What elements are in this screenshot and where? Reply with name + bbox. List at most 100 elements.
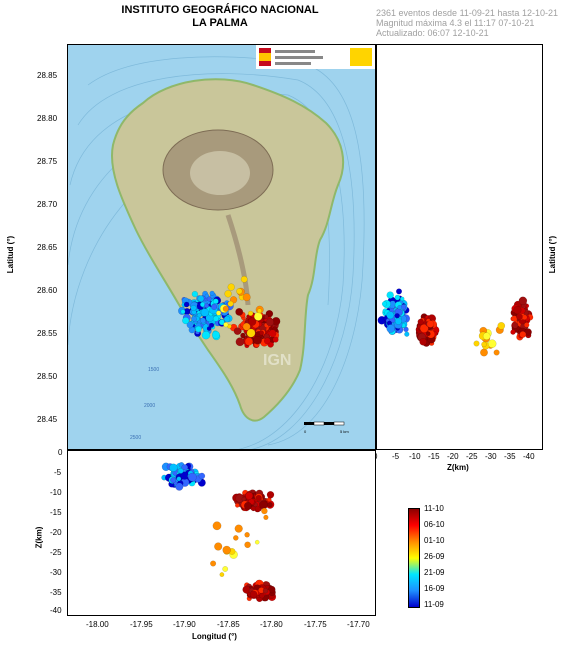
late-event-marker <box>417 318 424 325</box>
late-event-marker <box>510 329 516 335</box>
mid-event-marker <box>261 507 268 515</box>
late-event-marker <box>242 585 251 594</box>
early-event-marker <box>218 319 225 326</box>
early-event-marker <box>176 476 182 482</box>
early-event-marker <box>183 301 190 308</box>
mid-event-marker <box>244 532 250 538</box>
depth-latitude-canvas <box>377 288 534 357</box>
lat-tick: 28.80 <box>37 114 58 123</box>
early-event-marker <box>204 293 210 299</box>
mid-event-marker <box>236 288 243 295</box>
mid-event-marker <box>493 349 500 356</box>
early-event-marker <box>223 315 231 323</box>
late-event-marker <box>235 503 240 508</box>
mid-event-marker <box>242 293 251 302</box>
z-tick: -40 <box>523 452 535 461</box>
early-event-marker <box>204 303 210 309</box>
bathy-label-2500: 2500 <box>130 435 141 441</box>
z-tick: -25 <box>466 452 478 461</box>
mid-event-marker <box>482 332 491 340</box>
scale-bar: 0 5 km <box>304 421 349 434</box>
late-event-marker <box>259 500 268 510</box>
late-event-marker <box>267 502 273 508</box>
map-canvas: 1500 2000 2500 IGN 0 5 km <box>68 45 375 449</box>
lon-tick: -17.70 <box>347 620 370 629</box>
late-event-marker <box>426 320 435 328</box>
lon-tick: -17.75 <box>304 620 327 629</box>
z-tick: -40 <box>50 606 62 615</box>
bathy-label-1500: 1500 <box>148 367 159 373</box>
epicenter-map: 1500 2000 2500 IGN 0 5 km <box>67 44 376 450</box>
mid-event-marker <box>487 339 497 348</box>
late-event-marker <box>263 337 271 345</box>
mid-event-marker <box>233 535 239 541</box>
early-event-marker <box>206 296 212 302</box>
legend-date: 06-10 <box>424 520 445 529</box>
early-event-marker <box>175 482 184 491</box>
late-event-marker <box>419 338 427 346</box>
legend-date: 11-09 <box>424 600 444 609</box>
late-event-marker <box>268 585 276 594</box>
lon-depth-event-cluster <box>161 462 277 603</box>
late-event-marker <box>244 337 253 346</box>
z-tick: -10 <box>50 488 62 497</box>
z-tick: -5 <box>392 452 400 461</box>
early-event-marker <box>209 322 215 328</box>
mid-event-marker <box>227 283 235 291</box>
early-event-marker <box>170 477 177 484</box>
mid-event-marker <box>222 305 229 312</box>
early-event-marker <box>178 468 184 474</box>
z-tick: -30 <box>50 568 62 577</box>
late-event-marker <box>248 317 257 326</box>
late-event-marker <box>524 322 530 328</box>
late-event-marker <box>521 314 528 320</box>
lat-tick: 28.75 <box>37 157 58 166</box>
early-event-marker <box>182 317 190 325</box>
map-ylabel: Latitud (°) <box>6 235 16 274</box>
late-event-marker <box>235 337 245 347</box>
z-tick: -35 <box>50 588 62 597</box>
early-event-marker <box>180 309 186 315</box>
early-event-marker <box>197 295 205 302</box>
early-event-marker <box>200 308 209 317</box>
late-event-marker <box>262 588 269 594</box>
late-event-marker <box>249 590 258 598</box>
scale-label-5km: 5 km <box>340 429 349 434</box>
early-event-marker <box>190 305 197 311</box>
mid-event-marker <box>214 542 223 551</box>
early-event-marker <box>201 331 211 340</box>
early-event-marker <box>211 304 218 310</box>
caldera-floor <box>190 151 250 195</box>
legend-date: 16-09 <box>424 584 445 593</box>
mid-event-marker <box>244 541 251 548</box>
early-event-marker <box>211 330 220 339</box>
late-event-marker <box>419 324 429 333</box>
mid-event-marker <box>212 521 222 531</box>
ign-watermark: IGN <box>263 352 291 369</box>
early-event-marker <box>191 316 197 322</box>
late-event-marker <box>240 332 246 339</box>
mid-event-marker <box>263 514 269 520</box>
late-event-marker <box>266 318 274 327</box>
z-tick: -25 <box>50 548 62 557</box>
late-event-marker <box>266 491 275 499</box>
date-color-legend: 11-10 06-10 01-10 26-09 21-09 16-09 11-0… <box>408 504 468 609</box>
legend-date: 26-09 <box>424 552 445 561</box>
scale-label-0: 0 <box>304 429 307 434</box>
mid-event-marker <box>227 300 234 307</box>
mid-event-marker <box>481 341 487 348</box>
early-event-marker <box>198 472 206 480</box>
early-event-marker <box>195 325 202 333</box>
early-event-marker <box>169 463 178 472</box>
lon-tick: -17.85 <box>217 620 240 629</box>
mid-event-marker <box>248 310 254 316</box>
info-updated: Actualizado: 06:07 12-10-21 <box>376 28 489 38</box>
map-event-cluster <box>178 275 281 349</box>
late-event-marker <box>241 496 247 502</box>
z-tick: -15 <box>50 508 62 517</box>
lat-tick: 28.55 <box>37 329 58 338</box>
late-event-marker <box>426 331 431 336</box>
early-event-marker <box>404 331 410 337</box>
early-event-marker <box>396 288 402 295</box>
lat-tick: 28.60 <box>37 286 58 295</box>
